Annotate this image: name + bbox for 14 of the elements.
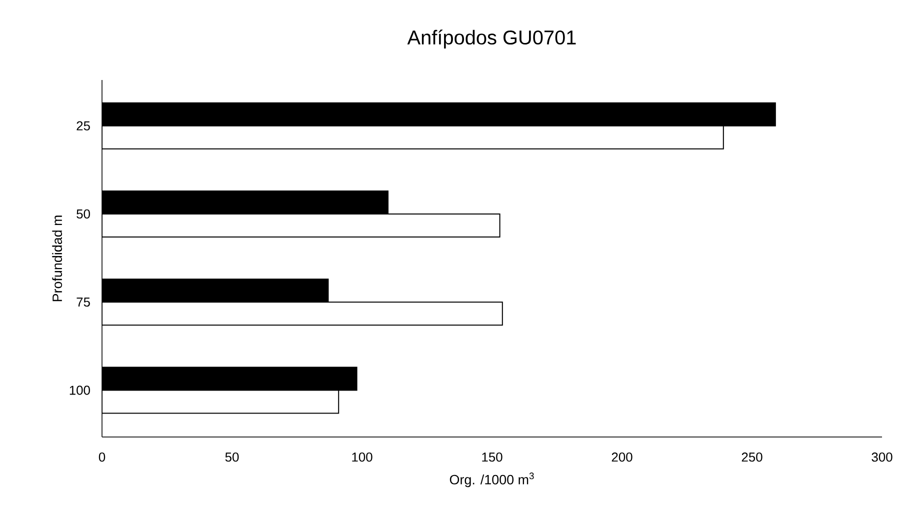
y-axis-title: Profundidad m (52, 216, 62, 302)
x-tick-label: 150 (482, 452, 502, 462)
chart-title: Anfípodos GU0701 (407, 30, 576, 48)
x-tick-label: 0 (98, 452, 106, 462)
y-tick-label: 50 (76, 209, 90, 219)
x-tick-label: 250 (742, 452, 762, 462)
x-tick-label: 100 (352, 452, 372, 462)
x-tick-label: 50 (225, 452, 239, 462)
y-tick-label: 25 (76, 121, 90, 130)
y-tick-label: 100 (70, 386, 90, 395)
x-tick-label: 200 (612, 452, 632, 462)
y-tick-label: 75 (76, 298, 90, 307)
x-tick-label: 300 (872, 452, 892, 462)
x-axis-title: Org. /1000 m$^{3}$ (450, 472, 534, 488)
